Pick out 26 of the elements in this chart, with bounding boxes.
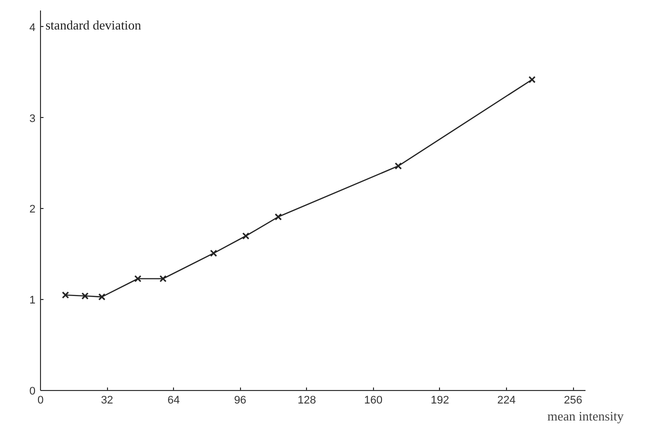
x-tick-label: 256 — [564, 394, 582, 406]
point — [210, 250, 218, 257]
point — [62, 291, 70, 299]
x-tick-label: 32 — [100, 394, 114, 406]
point — [528, 76, 536, 84]
x-axis-title: mean intensity — [547, 408, 624, 424]
point — [242, 232, 250, 240]
y-tick-label: 0 — [29, 386, 36, 398]
point — [98, 293, 106, 300]
x-tick-label: 192 — [430, 394, 450, 406]
x-tick-label: 0 — [37, 394, 44, 406]
point — [394, 162, 402, 170]
y-tick-label: 4 — [29, 22, 36, 34]
point — [134, 275, 142, 282]
y-tick-label: 3 — [29, 112, 36, 125]
y-tick-label: 2 — [29, 204, 36, 216]
x-tick-label: 160 — [364, 394, 383, 406]
y-axis-title: standard deviation — [46, 18, 142, 32]
point — [159, 275, 167, 282]
x-tick-label: 96 — [234, 394, 246, 406]
point — [274, 213, 282, 220]
x-tick-label: 64 — [168, 394, 180, 406]
x-tick-label: 224 — [497, 394, 516, 406]
point — [81, 292, 89, 300]
x-tick-label: 128 — [298, 394, 316, 406]
y-tick-label: 1 — [29, 294, 36, 307]
